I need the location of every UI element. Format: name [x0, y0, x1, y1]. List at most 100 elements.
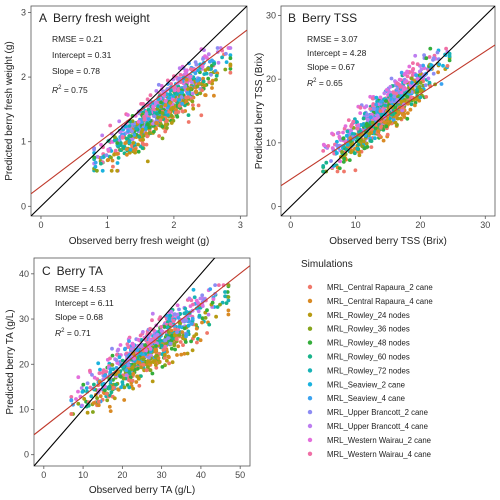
data-point	[223, 67, 228, 72]
data-point	[374, 102, 379, 107]
data-point	[321, 149, 326, 153]
data-point	[125, 152, 129, 157]
data-point	[341, 136, 346, 141]
data-point	[197, 313, 202, 318]
data-point	[335, 169, 340, 174]
data-point	[163, 344, 168, 349]
data-point	[147, 131, 152, 135]
data-point	[190, 348, 195, 353]
data-point	[391, 118, 396, 122]
data-point	[384, 124, 389, 129]
data-point	[205, 331, 210, 335]
data-point	[136, 119, 141, 124]
panel-a-y-label: Predicted berry fresh weight (g)	[4, 41, 15, 181]
data-point	[185, 91, 190, 95]
data-point	[106, 147, 111, 152]
data-point	[160, 115, 164, 120]
panel-c-rmse: RMSE = 4.53	[55, 284, 106, 294]
data-point	[203, 316, 208, 320]
panel-c-intercept: Intercept = 6.11	[55, 298, 114, 308]
data-point	[144, 348, 148, 353]
data-point	[228, 46, 233, 50]
data-point	[175, 303, 180, 308]
data-point	[145, 134, 150, 139]
data-point	[177, 66, 182, 71]
data-point	[206, 312, 211, 317]
data-point	[393, 105, 398, 110]
panel-a-slope: Slope = 0.78	[52, 66, 100, 76]
data-point	[207, 80, 212, 85]
panel-c-identity-line	[34, 258, 216, 466]
panel-b-r2-prefix: R	[307, 78, 313, 88]
data-point	[113, 135, 117, 140]
data-point	[370, 96, 375, 101]
data-point	[228, 53, 233, 58]
data-point	[213, 283, 218, 287]
panel-a-x-ticks: 0 1 2 3	[38, 216, 243, 230]
x-tick-label: 2	[171, 220, 176, 230]
data-point	[208, 287, 213, 291]
legend-item-label: MRL_Seaview_4 cane	[327, 394, 405, 403]
data-point	[388, 84, 393, 89]
data-point	[210, 58, 214, 63]
x-tick-label: 0	[41, 470, 46, 480]
data-point	[141, 133, 146, 138]
data-point	[322, 143, 327, 148]
y-tick-label: 10	[266, 138, 276, 148]
data-point	[175, 114, 180, 119]
data-point	[173, 347, 178, 352]
data-point	[223, 290, 227, 294]
data-point	[436, 70, 440, 75]
data-point	[353, 168, 358, 173]
data-point	[393, 120, 398, 125]
data-point	[206, 52, 211, 57]
data-point	[415, 62, 420, 67]
data-point	[342, 169, 346, 174]
data-point	[119, 375, 123, 379]
legend-swatch	[307, 284, 313, 290]
data-point	[112, 396, 117, 401]
data-point	[374, 116, 378, 121]
data-point	[362, 139, 366, 144]
y-tick-label: 3	[21, 7, 26, 17]
data-point	[198, 296, 203, 301]
data-point	[367, 131, 372, 136]
data-point	[144, 131, 149, 136]
data-point	[76, 389, 80, 394]
data-point	[80, 390, 85, 394]
data-point	[226, 312, 231, 317]
data-point	[154, 344, 158, 348]
data-point	[198, 91, 203, 96]
data-point	[178, 73, 183, 77]
data-point	[397, 77, 402, 82]
legend-item-label: MRL_Western Wairau_2 cane	[327, 436, 431, 445]
data-point	[163, 103, 168, 108]
x-tick-label: 1	[105, 220, 110, 230]
data-point	[402, 72, 407, 77]
data-point	[384, 88, 389, 92]
data-point	[150, 100, 155, 105]
data-point	[182, 351, 187, 356]
data-point	[214, 314, 219, 319]
data-point	[140, 146, 145, 151]
data-point	[216, 60, 221, 65]
data-point	[159, 325, 164, 329]
data-point	[168, 92, 172, 97]
data-point	[84, 386, 89, 390]
data-point	[179, 352, 184, 357]
data-point	[167, 96, 172, 100]
data-point	[143, 126, 148, 131]
data-point	[177, 104, 182, 108]
data-point	[408, 107, 413, 112]
data-point	[166, 103, 171, 108]
data-point	[210, 81, 215, 86]
data-point	[100, 133, 105, 138]
data-point	[364, 104, 369, 108]
data-point	[411, 61, 415, 65]
data-point	[200, 320, 204, 325]
data-point	[210, 78, 215, 83]
data-point	[124, 368, 129, 373]
data-point	[130, 341, 135, 346]
y-tick-label: 10	[19, 404, 29, 414]
data-point	[148, 93, 153, 98]
